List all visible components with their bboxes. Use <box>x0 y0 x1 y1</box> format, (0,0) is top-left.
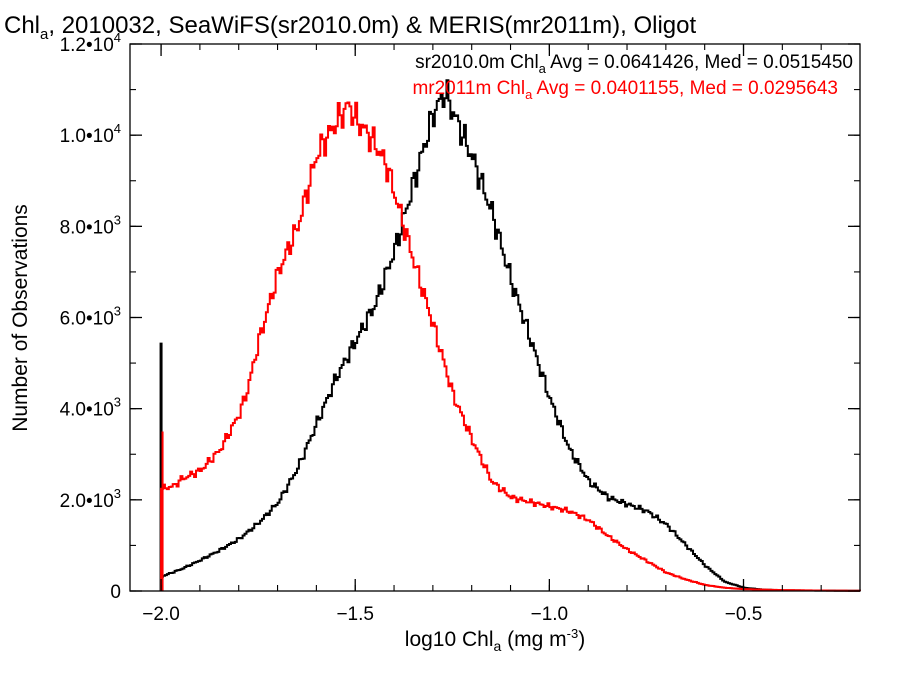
x-axis: −2.0 −1.5 −1.0 −0.5 <box>142 44 822 625</box>
y-axis-title: Number of Observations <box>9 204 32 432</box>
series-layer <box>159 79 861 592</box>
y-tick-label: 8.0•103 <box>60 212 121 238</box>
y-tick-label: 0 <box>110 582 121 603</box>
chart-title: Chla, 2010032, SeaWiFS(sr2010.0m) & MERI… <box>4 12 696 43</box>
y-tick-label: 1.0•104 <box>60 121 121 147</box>
x-axis-title: log10 Chla (mg m-3) <box>405 626 585 654</box>
series-line-sr2010.0m <box>160 79 861 592</box>
x-tick-label: −2.0 <box>142 604 180 625</box>
legend-entry-mr2011: mr2011m Chla Avg = 0.0401155, Med = 0.02… <box>412 78 838 102</box>
legend-entry-sr2010: sr2010.0m Chla Avg = 0.0641426, Med = 0.… <box>415 52 853 76</box>
x-tick-label: −1.5 <box>336 604 374 625</box>
y-tick-label: 6.0•103 <box>60 304 121 330</box>
plot-frame <box>129 43 861 592</box>
y-tick-label: 2.0•103 <box>60 486 121 512</box>
y-tick-label: 1.2•104 <box>60 30 121 56</box>
y-axis: 0 2.0•103 4.0•103 6.0•103 8.0•103 1.0•104 1.2•… <box>60 30 860 603</box>
x-tick-label: −0.5 <box>725 604 763 625</box>
y-tick-label: 4.0•103 <box>60 395 121 421</box>
series-line-mr2011m <box>160 101 861 592</box>
x-tick-label: −1.0 <box>531 604 569 625</box>
